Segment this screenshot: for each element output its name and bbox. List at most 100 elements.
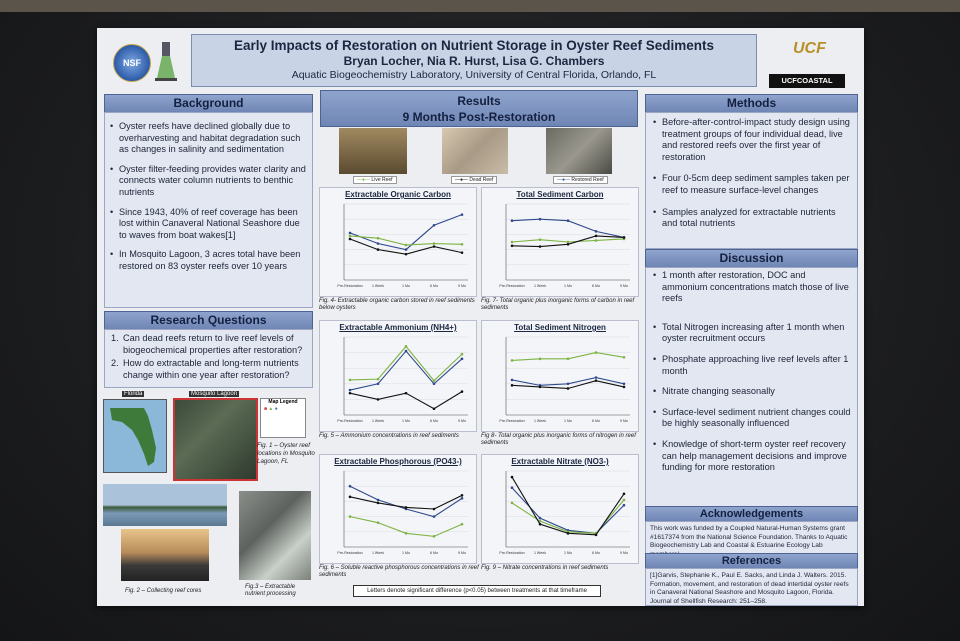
data-point (510, 475, 514, 479)
discussion-item: Total Nitrogen increasing after 1 month … (653, 322, 851, 345)
methods-box: Before-after-control-impact study design… (645, 112, 858, 249)
fig3-caption: Fig.3 – Extractable nutrient processing (245, 584, 296, 597)
data-point (348, 391, 352, 395)
lagoon-label: Mosquito Lagoon (189, 391, 240, 397)
discussion-item: Surface-level sediment nutrient changes … (653, 407, 851, 430)
x-tick-label: 1 Mo (402, 284, 410, 288)
discussion-heading: Discussion (645, 249, 858, 268)
x-tick-label: 6 Mo (430, 284, 438, 288)
x-tick-label: Pre-Restoration (499, 551, 524, 555)
methods-item: Samples analyzed for extractable nutrien… (653, 207, 851, 230)
data-point (510, 244, 514, 248)
fig9-caption: Fig. 9 – Nitrate concentrations in reef … (481, 565, 609, 571)
fig2-caption: Fig. 2 – Collecting reef cores (125, 588, 202, 594)
legend-dead-reef: —●— Dead Reef (451, 176, 498, 184)
x-tick-label: 1 Week (372, 419, 384, 423)
chart-total-sediment-carbon: Total Sediment Carbon Pre-Restoration 1 We… (481, 187, 639, 297)
data-point (594, 376, 598, 379)
data-point (376, 248, 380, 251)
lab-logo (153, 40, 179, 82)
field-photo (103, 484, 227, 526)
research-poster: NSF UCF UCFCOASTAL Early Impacts of Rest… (97, 28, 864, 606)
data-point (538, 238, 542, 242)
restored-reef-photo (546, 128, 612, 174)
methods-heading: Methods (645, 94, 858, 113)
methods-item: Before-after-control-impact study design… (653, 117, 851, 163)
x-tick-label: 9 Mo (458, 551, 466, 555)
series-line (511, 476, 625, 536)
data-point (510, 240, 514, 244)
data-point (348, 378, 352, 382)
data-point (538, 385, 542, 389)
data-point (566, 240, 570, 244)
data-point (376, 236, 380, 240)
series-line (349, 238, 463, 255)
data-point (622, 236, 626, 239)
series-line (349, 235, 463, 246)
data-point (460, 390, 464, 393)
chart-total-sediment-nitrogen: Total Sediment Nitrogen Pre-Restoration 1 … (481, 320, 639, 432)
x-tick-label: 1 Week (534, 419, 546, 423)
data-point (460, 494, 464, 497)
data-point (432, 407, 436, 411)
lab-photo (239, 491, 311, 580)
data-point (510, 359, 514, 362)
data-point (376, 501, 380, 505)
x-tick-label: Pre-Restoration (499, 284, 524, 288)
x-tick-label: 1 Week (372, 284, 384, 288)
data-point (460, 213, 464, 216)
data-point (538, 357, 542, 361)
references-text: [1]Garvis, Stephanie K., Paul E. Sacks, … (645, 568, 858, 606)
data-point (460, 522, 464, 526)
research-questions-heading: Research Questions (104, 311, 313, 330)
acknowledgements-text: This work was funded by a Coupled Natura… (645, 521, 858, 558)
chart-title: Extractable Organic Carbon (345, 190, 451, 199)
references-heading: References (645, 553, 858, 569)
background-box: Oyster reefs have declined globally due … (104, 112, 313, 308)
chart-extractable-ammonium: Extractable Ammonium (NH4+) Pre-Restorati… (319, 320, 477, 432)
mosquito-lagoon-map: Mosquito Lagoon (173, 391, 258, 481)
data-point (460, 497, 464, 500)
fig7-caption: Fig. 7- Total organic plus inorganic for… (481, 298, 635, 311)
x-tick-label: 1 Mo (564, 551, 572, 555)
data-point (460, 242, 464, 246)
x-tick-label: 6 Mo (430, 551, 438, 555)
chart-extractable-phosphorous: Extractable Phosphorous (PO43-) Pre-Resto… (319, 454, 477, 564)
data-point (538, 217, 542, 221)
x-tick-label: 1 Mo (564, 284, 572, 288)
data-point (432, 223, 436, 227)
data-point (622, 492, 626, 496)
data-point (348, 237, 352, 241)
data-point (376, 398, 380, 401)
data-point (594, 533, 598, 537)
title-banner: Early Impacts of Restoration on Nutrient… (191, 34, 757, 87)
data-point (566, 357, 570, 361)
data-point (460, 357, 464, 361)
data-point (376, 498, 380, 502)
data-point (376, 521, 380, 524)
x-tick-label: 6 Mo (592, 284, 600, 288)
x-tick-label: 9 Mo (620, 419, 628, 423)
x-tick-label: Pre-Restoration (499, 419, 524, 423)
x-tick-label: 6 Mo (592, 551, 600, 555)
data-point (376, 377, 380, 381)
data-point (460, 352, 464, 356)
data-point (538, 245, 542, 248)
data-point (460, 251, 464, 254)
data-point (404, 248, 408, 251)
ucf-logo: UCF (793, 40, 826, 57)
x-tick-label: 1 Week (534, 284, 546, 288)
data-point (622, 503, 626, 507)
x-tick-label: Pre-Restoration (337, 284, 362, 288)
data-point (348, 231, 352, 235)
data-point (404, 349, 408, 353)
x-tick-label: Pre-Restoration (337, 551, 362, 555)
results-heading-box: Results 9 Months Post-Restoration (320, 90, 638, 127)
data-point (348, 515, 352, 518)
results-heading: Results (457, 94, 501, 108)
data-point (566, 219, 570, 223)
reef-core-photo (121, 529, 209, 581)
data-point (510, 378, 514, 382)
data-point (594, 234, 598, 238)
data-point (566, 532, 570, 535)
